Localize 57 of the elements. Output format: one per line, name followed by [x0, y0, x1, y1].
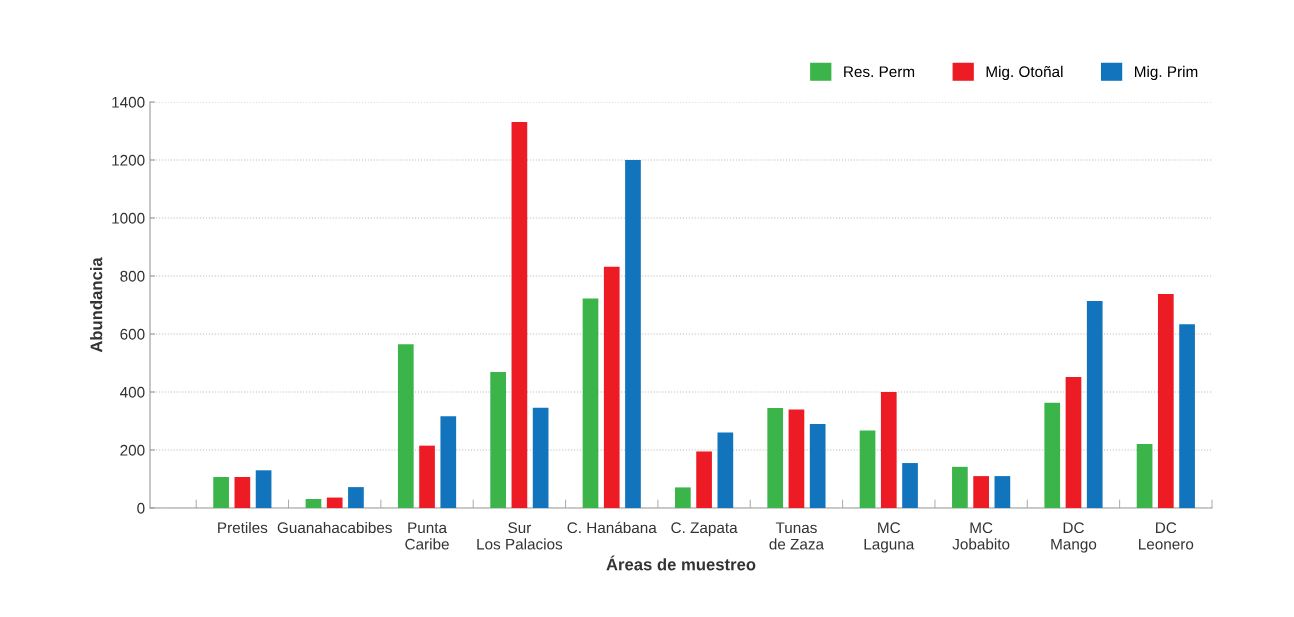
- x-tick-label: Pretiles: [218, 521, 268, 534]
- bar: [809, 423, 826, 508]
- bar: [625, 160, 641, 508]
- bar: [1044, 402, 1061, 508]
- bar: [326, 497, 343, 508]
- bar: [440, 416, 457, 508]
- x-tick-label: DC Mango: [1051, 522, 1097, 553]
- y-tick-label: 800: [120, 270, 145, 282]
- bar: [880, 392, 897, 508]
- y-tick-label: 400: [120, 386, 145, 398]
- bar: [767, 407, 784, 508]
- bar: [348, 487, 364, 508]
- bar: [397, 344, 414, 508]
- x-tick-label: MC Jobabito: [952, 522, 1010, 550]
- bar: [305, 499, 322, 508]
- bar: [696, 451, 712, 508]
- x-axis-title: Áreas de muestreo: [606, 555, 756, 571]
- y-tick-label: 0: [137, 502, 145, 514]
- bar: [511, 122, 528, 508]
- y-axis-title: Abundancia: [90, 257, 103, 353]
- y-tick-label: 1400: [112, 96, 145, 108]
- bar: [994, 476, 1011, 508]
- bar: [234, 476, 251, 508]
- bar: [859, 430, 876, 508]
- y-tick-label: 1200: [112, 154, 145, 166]
- x-tick-label: Guanahacabibes: [277, 521, 392, 534]
- y-tick-label: 600: [120, 328, 145, 340]
- x-tick-label: DC Leonero: [1139, 522, 1194, 550]
- legend-label: Mig. Otoñal: [986, 65, 1063, 81]
- bar: [1065, 376, 1082, 508]
- bar: [675, 487, 691, 508]
- bar: [1179, 324, 1195, 508]
- x-tick-label: MC Laguna: [864, 522, 915, 553]
- bar: [902, 463, 918, 508]
- x-tick-label: C. Hanábana: [567, 521, 657, 534]
- bar: [255, 470, 272, 508]
- y-tick-label: 1000: [112, 212, 145, 224]
- y-tick-label: 200: [120, 444, 145, 456]
- x-tick-label: Sur Los Palacios: [477, 522, 563, 550]
- bar: [788, 409, 805, 508]
- bar: [1086, 300, 1103, 508]
- bar: [973, 476, 989, 508]
- bar: [419, 445, 435, 508]
- x-tick-label: C. Zapata: [671, 522, 738, 537]
- bar: [603, 266, 620, 508]
- bar: [532, 407, 549, 508]
- bar: [213, 476, 229, 508]
- legend-label: Mig. Prim: [1135, 65, 1198, 81]
- x-tick-label: Punta Caribe: [405, 522, 449, 550]
- bar: [717, 432, 734, 508]
- bar: [582, 298, 599, 508]
- bar: [1136, 443, 1153, 508]
- bar: [1157, 293, 1174, 508]
- bar: [490, 371, 506, 508]
- legend-label: Res. Perm: [844, 66, 915, 78]
- bar: [952, 466, 968, 508]
- x-tick-label: Tunas de Zaza: [769, 522, 825, 550]
